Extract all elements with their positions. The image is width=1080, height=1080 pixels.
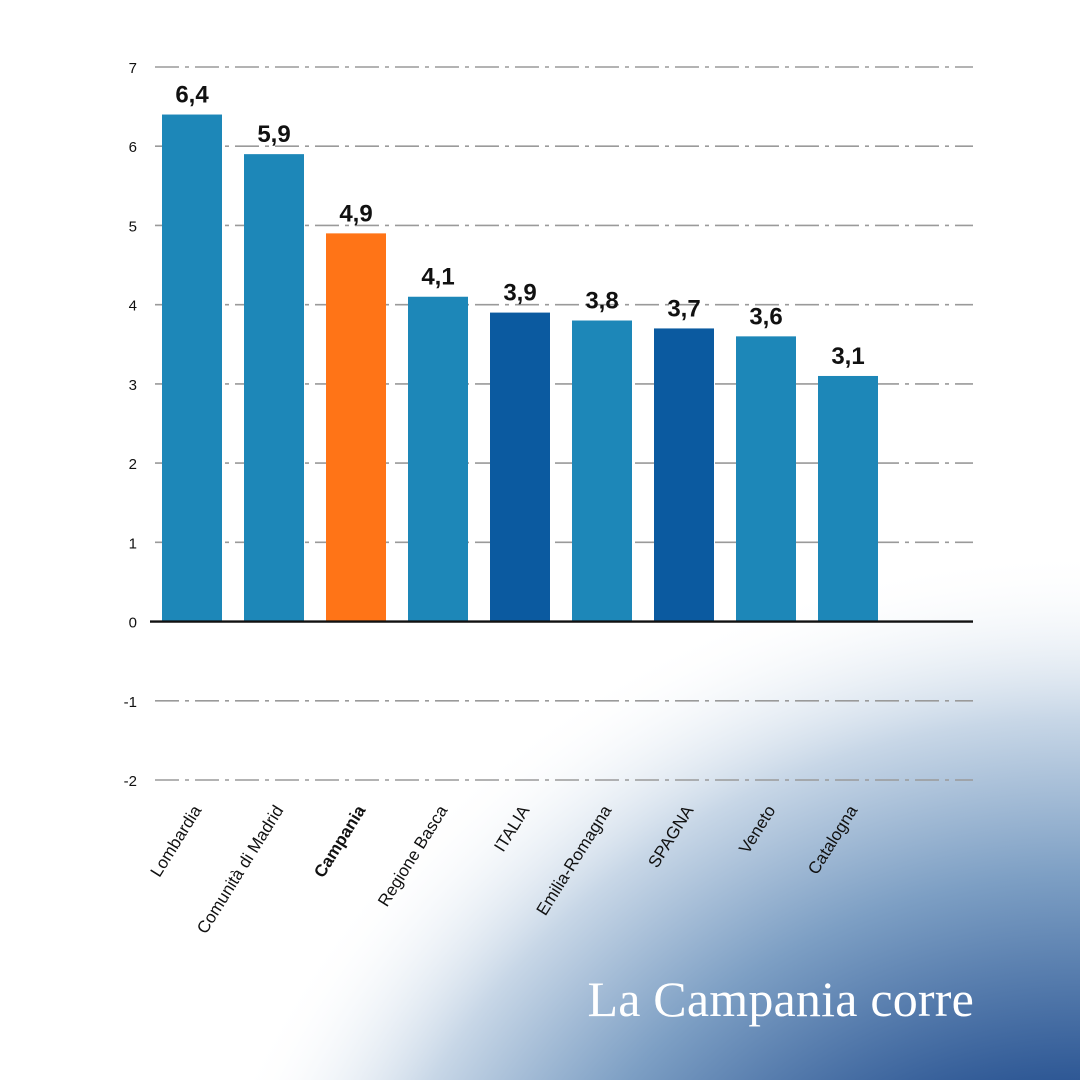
- bar: [818, 375, 878, 622]
- y-tick-label: 3: [129, 377, 137, 394]
- y-tick-label: 6: [129, 139, 137, 156]
- bar: [408, 296, 468, 622]
- data-label: 3,9: [503, 280, 536, 307]
- data-label: 4,1: [421, 264, 454, 291]
- bar: [326, 233, 386, 622]
- bars: [162, 114, 878, 622]
- caption: La Campania corre: [587, 971, 974, 1027]
- data-label: 4,9: [339, 200, 372, 227]
- data-label: 3,7: [667, 295, 700, 322]
- bar: [654, 328, 714, 622]
- y-tick-label: 5: [129, 218, 137, 235]
- data-label: 5,9: [257, 121, 290, 148]
- y-tick-label: 7: [129, 60, 137, 77]
- bar: [490, 312, 550, 622]
- y-tick-label: 2: [129, 456, 137, 473]
- y-axis-ticks: -2 -1 0 1 2 3 4 5 6 7: [124, 60, 137, 790]
- data-label: 3,6: [749, 303, 782, 330]
- data-label: 3,8: [585, 288, 618, 315]
- y-tick-label: -1: [124, 694, 137, 711]
- bar: [736, 336, 796, 622]
- bar: [244, 154, 304, 622]
- bar: [572, 320, 632, 622]
- y-tick-label: 0: [129, 615, 137, 632]
- data-labels: 6,4 5,9 4,9 4,1 3,9 3,8 3,7 3,6 3,1: [175, 82, 864, 370]
- bar: [162, 114, 222, 622]
- data-label: 3,1: [831, 343, 864, 370]
- y-tick-label: 4: [129, 298, 137, 315]
- y-tick-label: 1: [129, 535, 137, 552]
- y-tick-label: -2: [124, 773, 137, 790]
- data-label: 6,4: [175, 82, 209, 109]
